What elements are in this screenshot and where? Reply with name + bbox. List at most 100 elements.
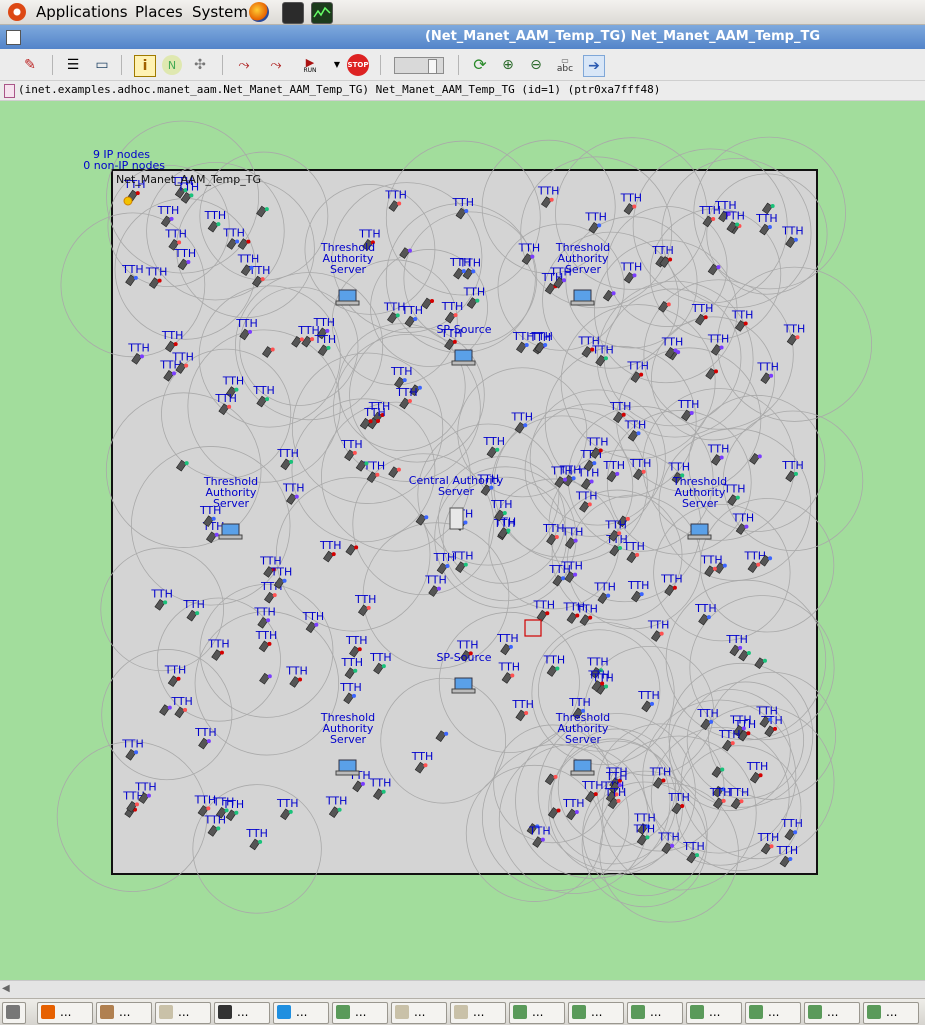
host-node[interactable]: TTH — [314, 333, 337, 357]
host-node[interactable]: TTH — [235, 317, 258, 341]
host-node[interactable] — [707, 263, 721, 276]
host-node[interactable]: TTH — [746, 760, 769, 784]
host-node[interactable]: TTH — [358, 227, 381, 251]
host-node[interactable] — [256, 205, 269, 218]
taskbar-item[interactable]: ... — [37, 1002, 93, 1024]
host-node[interactable]: TTH — [568, 696, 591, 720]
host-node[interactable] — [388, 466, 401, 478]
host-node[interactable]: TTH — [341, 656, 364, 680]
step-icon[interactable]: ✎ — [24, 57, 36, 73]
arrow-icon[interactable]: ➔ — [583, 55, 605, 77]
host-node[interactable] — [738, 649, 751, 662]
host-node[interactable]: TTH — [729, 713, 752, 737]
host-node[interactable]: TTH — [714, 199, 737, 223]
host-node[interactable]: TTH — [757, 831, 780, 855]
host-node[interactable]: TTH — [604, 786, 627, 810]
host-node[interactable]: TTH — [667, 791, 690, 815]
host-node[interactable]: TTH — [345, 634, 368, 658]
host-node[interactable]: TTH — [602, 459, 625, 483]
host-node[interactable]: TTH — [285, 664, 308, 688]
host-node[interactable]: TTH — [698, 204, 721, 228]
host-node[interactable] — [399, 247, 412, 259]
host-node[interactable]: TTH — [593, 581, 616, 604]
taskbar-item[interactable]: ... — [509, 1002, 565, 1024]
host-node[interactable]: TTH — [363, 406, 386, 430]
host-node[interactable]: TTH — [171, 351, 194, 374]
host-node[interactable]: TTH — [577, 334, 600, 358]
menu-places[interactable]: Places — [135, 3, 183, 21]
host-node[interactable]: TTH — [755, 212, 778, 236]
host-node[interactable]: TTH — [194, 793, 217, 817]
firefox-icon[interactable] — [249, 2, 269, 22]
zoom-in-icon[interactable]: ⊕ — [502, 57, 514, 73]
host-node[interactable] — [345, 543, 359, 556]
taskbar-item[interactable]: ... — [804, 1002, 860, 1024]
host-node[interactable]: TTH — [270, 566, 293, 589]
host-node[interactable] — [602, 289, 616, 302]
host-node[interactable]: TTH — [411, 750, 434, 774]
taskbar-item[interactable]: ... — [155, 1002, 211, 1024]
taskbar-item[interactable]: ... — [568, 1002, 624, 1024]
host-node[interactable]: TTH — [781, 225, 804, 249]
host-node[interactable]: TTH — [449, 256, 472, 280]
host-node[interactable]: TTH — [510, 410, 533, 434]
server-node[interactable] — [570, 759, 595, 776]
taskbar-item[interactable]: ... — [332, 1002, 388, 1024]
host-node[interactable]: TTH — [668, 460, 691, 484]
host-node[interactable]: TTH — [339, 681, 362, 705]
host-node[interactable]: TTH — [319, 539, 342, 563]
log-icon[interactable]: ▭ — [95, 57, 109, 73]
host-node[interactable]: TTH — [157, 204, 180, 228]
host-node[interactable]: TTH — [477, 473, 500, 496]
host-node[interactable] — [749, 453, 762, 465]
host-node[interactable] — [711, 766, 725, 778]
host-node[interactable]: TTH — [512, 330, 535, 354]
host-node[interactable]: TTH — [161, 329, 184, 353]
host-node[interactable]: TTH — [637, 689, 660, 713]
host-node[interactable]: TTH — [276, 797, 299, 821]
speed-slider[interactable] — [394, 57, 444, 74]
host-node[interactable]: TTH — [727, 786, 750, 810]
host-node[interactable]: TTH — [248, 264, 271, 288]
host-node[interactable]: TTH — [121, 737, 144, 761]
taskbar-item[interactable]: ... — [214, 1002, 270, 1024]
host-node[interactable]: TTH — [530, 330, 553, 354]
host-node[interactable]: TTH — [657, 831, 680, 855]
label-button[interactable]: ▭ abc — [554, 55, 576, 75]
host-node[interactable]: TTH — [212, 795, 235, 819]
host-node[interactable]: TTH — [718, 728, 741, 752]
host-node[interactable] — [712, 785, 726, 798]
host-node[interactable]: TTH — [682, 840, 705, 864]
host-node[interactable]: TTH — [194, 726, 217, 750]
host-node[interactable]: TTH — [577, 467, 600, 490]
dropdown-icon[interactable]: ▼ — [333, 60, 341, 69]
host-node[interactable]: TTH — [459, 256, 482, 280]
host-node[interactable]: TTH — [627, 579, 650, 603]
host-node[interactable]: TTH — [661, 335, 684, 359]
host-node[interactable]: TTH — [700, 554, 723, 578]
host-node[interactable]: TTH — [543, 654, 566, 677]
host-node[interactable]: TTH — [518, 242, 541, 265]
host-node[interactable]: TTH — [164, 664, 187, 688]
stop-button[interactable]: STOP — [347, 54, 369, 76]
taskbar-item[interactable]: ... — [96, 1002, 152, 1024]
taskbar-item[interactable] — [2, 1002, 26, 1024]
host-node[interactable]: TTH — [620, 192, 643, 215]
host-node[interactable]: TTH — [237, 253, 260, 277]
server-node[interactable] — [451, 349, 476, 366]
system-monitor-icon[interactable] — [311, 2, 333, 24]
host-node[interactable]: TTH — [560, 560, 583, 583]
host-node[interactable]: TTH — [199, 504, 222, 528]
host-node[interactable]: TTH — [633, 811, 656, 835]
host-node[interactable]: TTH — [649, 765, 672, 789]
inspect-icon[interactable]: ☰ — [66, 57, 80, 73]
host-node[interactable]: TTH — [647, 619, 670, 642]
run-button[interactable]: ▶ RUN — [297, 55, 323, 75]
host-node[interactable]: TTH — [694, 602, 717, 626]
host-node[interactable]: TTH — [498, 660, 521, 684]
host-node[interactable]: TTH — [781, 459, 804, 483]
host-node[interactable] — [705, 368, 719, 380]
host-node[interactable]: TTH — [255, 629, 278, 653]
host-node[interactable]: TTH — [725, 633, 748, 657]
host-node[interactable]: TTH — [204, 813, 227, 837]
